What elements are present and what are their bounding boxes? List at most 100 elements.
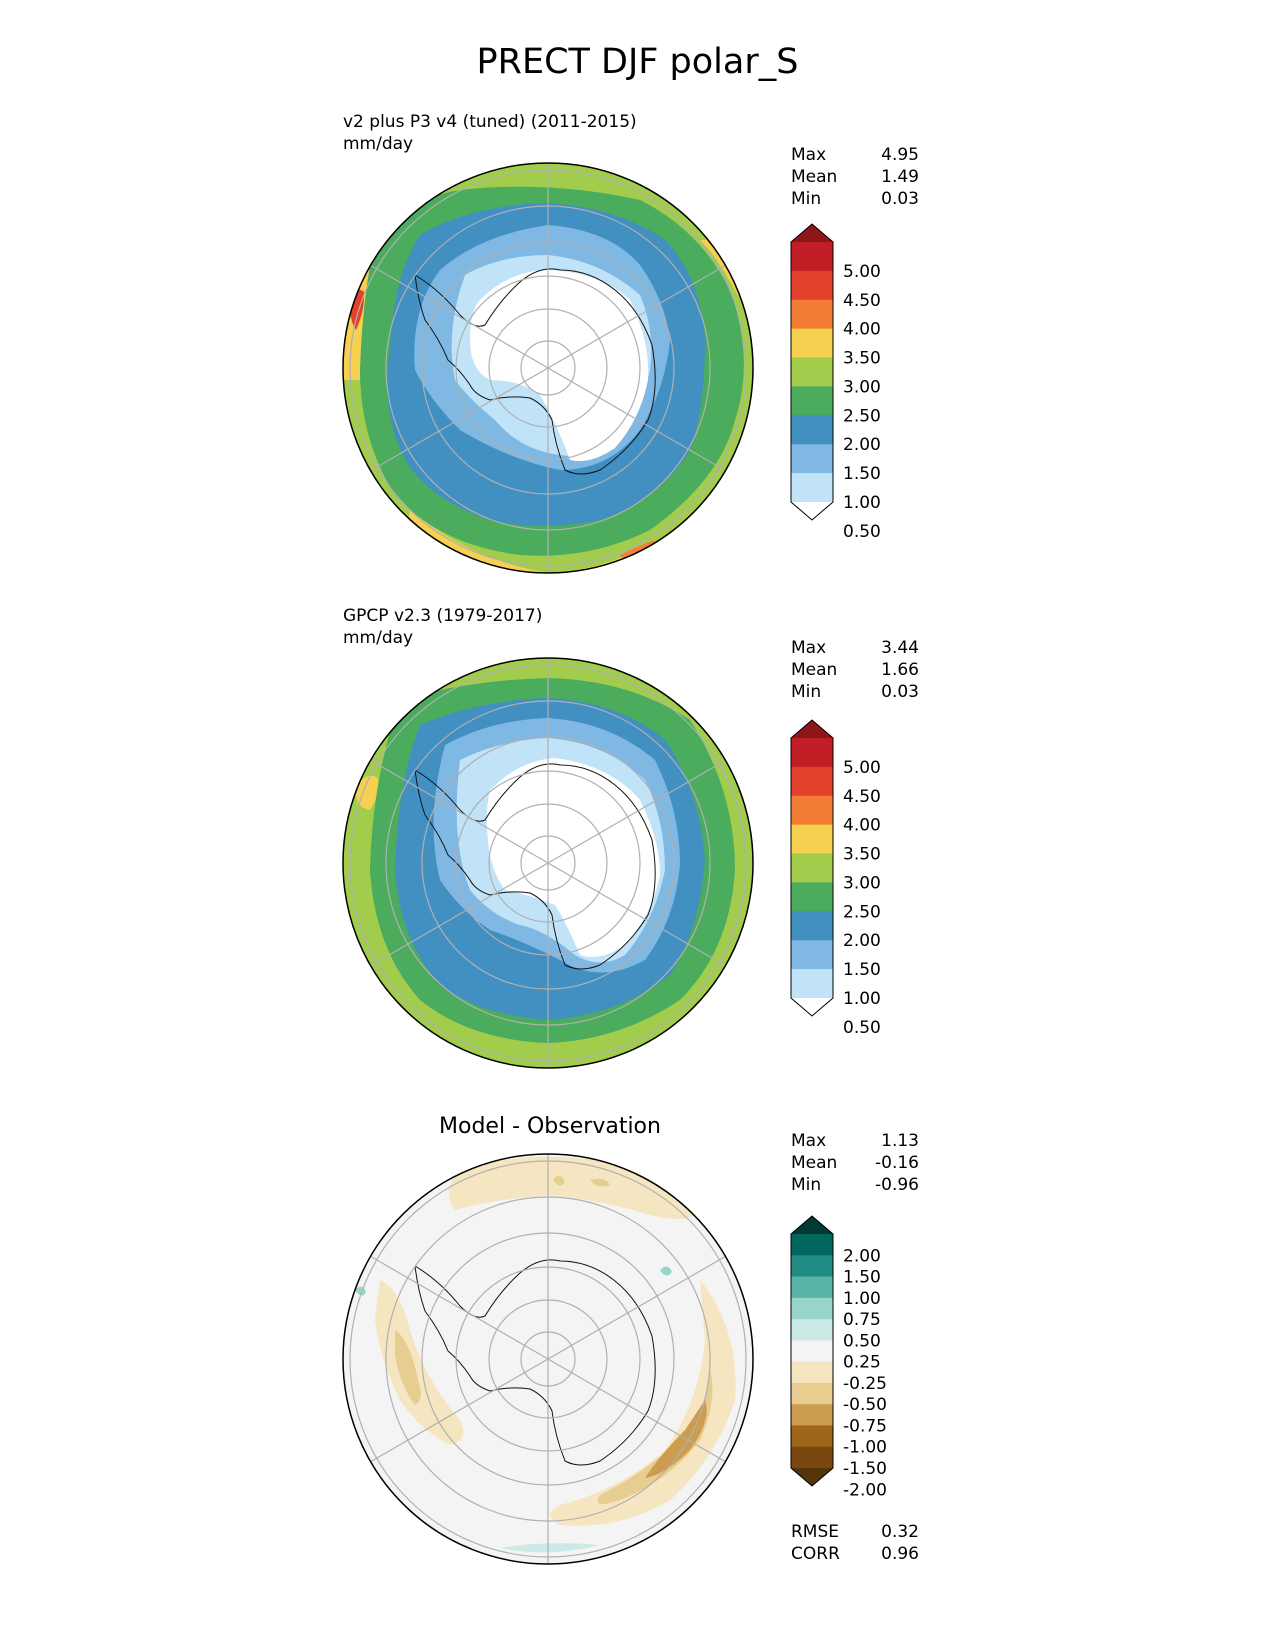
east-dry-core <box>645 1400 707 1478</box>
colorbar-tick-label: 1.50 <box>843 464 881 484</box>
colorbar-tick-label: -1.00 <box>843 1438 887 1458</box>
colorbar-outline <box>790 1215 834 1487</box>
colorbar-swatch <box>791 224 833 242</box>
colorbar-swatch <box>791 998 833 1016</box>
panel-2-title-line1: GPCP v2.3 (1979-2017) <box>343 606 543 626</box>
colorbar-swatch <box>791 242 833 272</box>
colorbar-swatch <box>791 1361 833 1384</box>
colorbar-tick-label: -0.25 <box>843 1374 887 1394</box>
colorbar-swatch <box>791 911 833 941</box>
colorbar-swatch <box>791 1234 833 1256</box>
colorbar-swatch <box>791 1425 833 1448</box>
colorbar-swatch <box>791 473 833 503</box>
colorbar-swatch <box>791 1216 833 1234</box>
colorbar-tick-label: 2.50 <box>843 902 881 922</box>
colorbar-swatch <box>791 720 833 738</box>
colorbar-swatch <box>791 795 833 826</box>
colorbar-swatch <box>791 444 833 474</box>
band-0-0p5 <box>470 270 649 462</box>
panel-2-map-boundary <box>342 657 754 1069</box>
metric-corr: CORR 0.96 <box>791 1544 919 1564</box>
colorbar-swatch <box>791 1340 833 1363</box>
stat-mean: Mean 1.49 <box>791 167 919 187</box>
stat-mean: Mean -0.16 <box>791 1153 919 1173</box>
panel-1-stats: Max 4.95 Mean 1.49 Min 0.03 <box>791 144 919 210</box>
colorbar-tick-label: 2.50 <box>843 406 881 426</box>
panel-1-coastline <box>414 268 656 475</box>
panel-2-title: GPCP v2.3 (1979-2017) mm/day <box>343 605 542 649</box>
colorbar-tick-label: 2.00 <box>843 1246 881 1266</box>
north-dry-core <box>553 1175 610 1187</box>
colorbar-tick-label: 1.00 <box>843 989 881 1009</box>
colorbar-tick-label: 0.50 <box>843 522 881 542</box>
colorbar-tick-label: 4.00 <box>843 816 881 836</box>
stat-min: Min 0.03 <box>791 189 919 209</box>
colorbar-outline <box>790 719 834 1017</box>
colorbar-swatch <box>791 1276 833 1299</box>
colorbar-swatch <box>791 1446 833 1469</box>
panel-2-stats: Max 3.44 Mean 1.66 Min 0.03 <box>791 637 919 703</box>
colorbar-tick-label: 2.00 <box>843 931 881 951</box>
east-dry-area <box>550 1280 736 1526</box>
panel-3-colorbar: 2.001.501.000.750.500.25-0.25-0.50-0.75-… <box>790 1215 887 1500</box>
colorbar-swatch <box>791 328 833 359</box>
colorbar-tick-label: 5.00 <box>843 758 881 778</box>
antarctica-coast <box>414 268 656 475</box>
panel-1-colorbar: 5.00 4.50 4.00 3.50 3.00 2.50 2.00 1.50 1.00 0.50 <box>790 223 881 542</box>
panel-2-coastline <box>414 763 656 970</box>
panel-3-stats: Max 1.13 Mean -0.16 Min -0.96 <box>791 1130 919 1196</box>
colorbar-tick-label: 3.50 <box>843 845 881 865</box>
colorbar-tick-label: -0.50 <box>843 1395 887 1415</box>
colorbar-tick-label: 1.00 <box>843 1289 881 1309</box>
colorbar-tick-label: 1.00 <box>843 493 881 513</box>
colorbar-tick-label: -2.00 <box>843 1480 887 1500</box>
colorbar-tick-label: 3.00 <box>843 873 881 893</box>
panel-1-title-line1: v2 plus P3 v4 (tuned) (2011-2015) <box>343 112 637 132</box>
colorbar-swatch <box>791 1297 833 1320</box>
band-0-0p5 <box>486 758 660 958</box>
panel-1-title: v2 plus P3 v4 (tuned) (2011-2015) mm/day <box>343 111 637 155</box>
colorbar-swatch <box>791 415 833 445</box>
colorbar-outline <box>790 223 834 521</box>
colorbar-swatch <box>791 502 833 520</box>
colorbar-swatch <box>791 853 833 883</box>
panel-1-units: mm/day <box>343 134 414 154</box>
panel-1-graticule <box>349 163 747 573</box>
west-high-area <box>355 775 379 810</box>
colorbar-tick-label: 0.75 <box>843 1310 881 1330</box>
colorbar-swatch <box>791 1255 833 1278</box>
colorbar-tick-label: -0.75 <box>843 1416 887 1436</box>
figure-title: PRECT DJF polar_S <box>476 42 799 82</box>
stat-max: Max 4.95 <box>791 145 919 165</box>
panel-3-title: Model - Observation <box>439 1114 661 1139</box>
colorbar-swatch <box>791 766 833 797</box>
panel-3-graticule <box>349 1154 747 1564</box>
metric-rmse: RMSE 0.32 <box>791 1522 919 1542</box>
west-dry-core <box>395 1330 421 1405</box>
colorbar-tick-label: 1.50 <box>843 1268 881 1288</box>
colorbar-swatch <box>791 969 833 999</box>
panel-2-units: mm/day <box>343 628 414 648</box>
colorbar-swatch <box>791 1404 833 1426</box>
stat-min: Min -0.96 <box>791 1175 919 1195</box>
colorbar-swatch <box>791 386 833 416</box>
panel-2-graticule <box>349 658 747 1068</box>
panel-1-map-boundary <box>342 162 754 574</box>
stat-min: Min 0.03 <box>791 682 919 702</box>
colorbar-tick-label: 4.00 <box>843 320 881 340</box>
stat-mean: Mean 1.66 <box>791 660 919 680</box>
colorbar-tick-label: 3.00 <box>843 377 881 397</box>
panel-3-metrics: RMSE 0.32 CORR 0.96 <box>791 1521 919 1565</box>
colorbar-tick-label: 0.25 <box>843 1353 881 1373</box>
colorbar-swatch <box>791 738 833 768</box>
colorbar-swatch <box>791 824 833 855</box>
colorbar-tick-label: -1.50 <box>843 1459 887 1479</box>
colorbar-tick-label: 5.00 <box>843 262 881 282</box>
colorbar-swatch <box>791 940 833 970</box>
south-wet-area <box>500 1543 600 1553</box>
antarctica-coast <box>414 763 656 970</box>
colorbar-swatch <box>791 357 833 387</box>
colorbar-tick-label: 4.50 <box>843 787 881 807</box>
stat-max: Max 1.13 <box>791 1131 919 1151</box>
